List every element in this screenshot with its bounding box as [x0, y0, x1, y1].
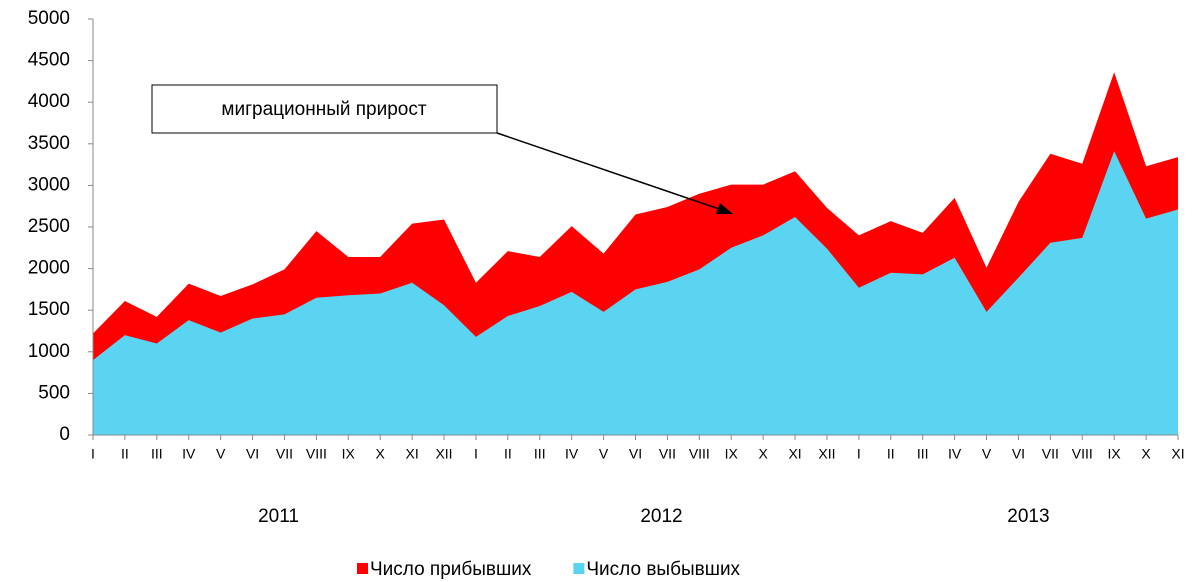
year-label: 2012: [640, 506, 682, 527]
x-tick-label: IV: [948, 446, 962, 462]
x-tick-label: VI: [246, 446, 259, 462]
x-tick-label: III: [151, 446, 163, 462]
x-tick-label: VI: [629, 446, 642, 462]
year-label: 2013: [1007, 506, 1049, 527]
legend-label: Число выбывших: [586, 559, 740, 580]
x-tick-label: XII: [435, 446, 452, 462]
x-tick-label: VIII: [689, 446, 710, 462]
legend-label: Число прибывших: [370, 559, 532, 580]
x-tick-label: X: [758, 446, 768, 462]
x-tick-label: VI: [1012, 446, 1025, 462]
x-tick-label: IX: [1108, 446, 1122, 462]
x-tick-label: V: [599, 446, 609, 462]
x-tick-label: I: [857, 446, 861, 462]
x-tick-label: IV: [182, 446, 196, 462]
x-tick-label: X: [1141, 446, 1151, 462]
y-tick-label: 4000: [28, 91, 70, 112]
y-tick-label: 1500: [28, 299, 70, 320]
plot-area: [93, 72, 1178, 436]
y-tick-label: 3000: [28, 174, 70, 195]
y-tick-label: 1000: [28, 341, 70, 362]
x-tick-label: XII: [818, 446, 835, 462]
arrow-head: [716, 203, 733, 214]
legend-swatch: [573, 563, 585, 574]
legend-swatch: [357, 563, 368, 574]
area: [93, 151, 1178, 435]
x-tick-label: VII: [659, 446, 676, 462]
x-tick-label: III: [534, 446, 546, 462]
x-tick-label: I: [474, 446, 478, 462]
annotation-box: [151, 84, 498, 134]
y-tick-label: 4500: [28, 50, 70, 71]
y-tick-label: 500: [38, 382, 70, 403]
x-tick-label: XI: [1171, 446, 1184, 462]
year-label: 2011: [258, 506, 299, 527]
y-tick-label: 3500: [28, 133, 70, 154]
annotation-arrow: [496, 132, 729, 213]
y-tick-label: 0: [59, 424, 70, 445]
x-tick-label: X: [376, 446, 386, 462]
x-tick-label: VII: [276, 446, 293, 462]
x-tick-label: V: [216, 446, 226, 462]
y-tick-label: 2000: [28, 258, 70, 279]
x-tick-label: VII: [1042, 446, 1059, 462]
x-tick-label: I: [91, 446, 95, 462]
x-tick-label: XI: [406, 446, 419, 462]
x-tick-label: VIII: [306, 446, 327, 462]
x-tick-label: IX: [725, 446, 739, 462]
x-tick-label: IX: [342, 446, 356, 462]
x-tick-label: II: [887, 446, 895, 462]
x-tick-label: III: [917, 446, 929, 462]
x-tick-label: II: [121, 446, 129, 462]
y-tick-label: 5000: [28, 8, 70, 29]
x-tick-label: IV: [565, 446, 579, 462]
x-tick-label: II: [504, 446, 512, 462]
y-tick-label: 2500: [28, 216, 70, 237]
x-tick-label: VIII: [1072, 446, 1093, 462]
x-tick-label: XI: [788, 446, 801, 462]
annotation: миграционный прирост: [221, 99, 426, 120]
x-tick-label: V: [982, 446, 992, 462]
